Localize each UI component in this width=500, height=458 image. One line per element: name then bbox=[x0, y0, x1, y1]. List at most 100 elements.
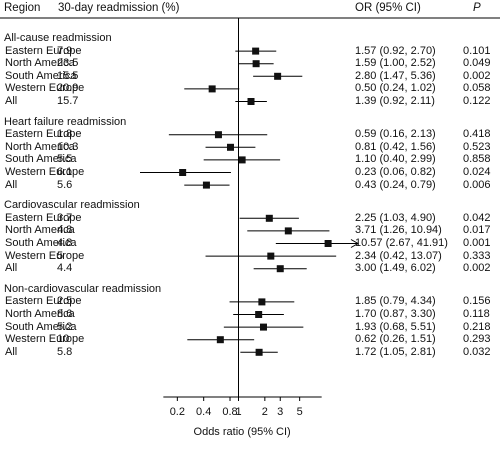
x-axis-label: Odds ratio (95% CI) bbox=[193, 426, 291, 438]
row-readmission-pct: 15.5 bbox=[57, 69, 79, 82]
row-or-ci: 1.57 (0.92, 2.70) bbox=[355, 44, 436, 57]
or-point bbox=[284, 227, 292, 235]
or-point bbox=[216, 336, 224, 344]
header-region: Region bbox=[4, 2, 41, 14]
row-region-label: Western Europe bbox=[5, 249, 85, 262]
row-region-label: Eastern Europe bbox=[5, 295, 82, 308]
row-or-ci: 0.50 (0.24, 1.02) bbox=[355, 82, 436, 95]
group-title: All-cause readmission bbox=[4, 32, 112, 44]
row-region-label: All bbox=[5, 178, 18, 191]
row-readmission-pct: 5 bbox=[57, 249, 64, 262]
row-readmission-pct: 1.8 bbox=[57, 128, 73, 141]
ci-arrow bbox=[350, 239, 360, 248]
row-or-ci: 0.59 (0.16, 2.13) bbox=[355, 128, 436, 141]
row-readmission-pct: 10.3 bbox=[57, 140, 79, 153]
or-point bbox=[259, 323, 267, 331]
row-p-value: 0.006 bbox=[463, 178, 491, 191]
row-p-value: 0.049 bbox=[463, 57, 491, 70]
row-p-value: 0.032 bbox=[463, 345, 491, 358]
or-point bbox=[238, 156, 246, 164]
row-or-ci: 3.71 (1.26, 10.94) bbox=[355, 224, 442, 237]
row-or-ci: 1.10 (0.40, 2.99) bbox=[355, 153, 436, 166]
x-tick-label: 2 bbox=[261, 406, 268, 418]
row-region-label: South America bbox=[5, 320, 77, 333]
or-point bbox=[202, 181, 210, 189]
row-region-label: South America bbox=[5, 69, 77, 82]
or-point bbox=[255, 348, 263, 356]
row-region-label: North America bbox=[5, 57, 75, 70]
row-p-value: 0.293 bbox=[463, 333, 491, 346]
or-point bbox=[258, 298, 266, 306]
row-or-ci: 1.85 (0.79, 4.34) bbox=[355, 295, 436, 308]
row-or-ci: 0.62 (0.26, 1.51) bbox=[355, 333, 436, 346]
row-readmission-pct: 7.9 bbox=[57, 44, 73, 57]
row-region-label: South America bbox=[5, 237, 77, 249]
or-point bbox=[265, 214, 273, 222]
row-or-ci: 1.93 (0.68, 5.51) bbox=[355, 320, 436, 333]
row-p-value: 0.042 bbox=[463, 211, 491, 224]
row-or-ci: 1.59 (1.00, 2.52) bbox=[355, 57, 436, 70]
row-readmission-pct: 4.8 bbox=[57, 237, 73, 249]
row-p-value: 0.156 bbox=[463, 295, 491, 308]
row-readmission-pct: 5.2 bbox=[57, 320, 73, 333]
row-p-value: 0.001 bbox=[463, 237, 491, 249]
header-p: P bbox=[473, 2, 481, 14]
row-readmission-pct: 23.5 bbox=[57, 57, 79, 70]
or-point bbox=[208, 85, 216, 93]
row-readmission-pct: 2.5 bbox=[57, 295, 73, 308]
row-readmission-pct: 5.5 bbox=[57, 153, 73, 166]
row-readmission-pct: 8.6 bbox=[57, 308, 73, 320]
row-p-value: 0.333 bbox=[463, 249, 491, 262]
row-region-label: South America bbox=[5, 153, 77, 166]
or-point bbox=[252, 60, 260, 68]
row-or-ci: 0.81 (0.42, 1.56) bbox=[355, 140, 436, 153]
row-p-value: 0.058 bbox=[463, 82, 491, 95]
or-point bbox=[252, 47, 260, 55]
header-readmission: 30-day readmission (%) bbox=[58, 2, 180, 14]
row-readmission-pct: 10 bbox=[57, 333, 70, 346]
row-or-ci: 2.80 (1.47, 5.36) bbox=[355, 69, 436, 82]
x-tick-label: 0.4 bbox=[196, 406, 212, 418]
row-p-value: 0.523 bbox=[463, 140, 491, 153]
row-or-ci: 3.00 (1.49, 6.02) bbox=[355, 262, 436, 275]
row-readmission-pct: 5.8 bbox=[57, 345, 73, 358]
or-point bbox=[267, 252, 275, 260]
or-point bbox=[276, 265, 284, 273]
row-or-ci: 2.25 (1.03, 4.90) bbox=[355, 211, 436, 224]
x-tick-label: 1 bbox=[235, 406, 242, 418]
x-tick-label: 5 bbox=[296, 406, 303, 418]
x-tick-label: 0.2 bbox=[169, 406, 185, 418]
header-or: OR (95% CI) bbox=[355, 2, 421, 14]
or-point bbox=[274, 72, 282, 80]
row-region-label: Eastern Europe bbox=[5, 211, 82, 224]
row-region-label: Eastern Europe bbox=[5, 128, 82, 141]
row-or-ci: 10.57 (2.67, 41.91) bbox=[355, 237, 448, 249]
row-region-label: North America bbox=[5, 224, 75, 237]
row-p-value: 0.418 bbox=[463, 128, 491, 141]
row-region-label: North America bbox=[5, 308, 75, 320]
or-point bbox=[226, 143, 234, 151]
row-or-ci: 2.34 (0.42, 13.07) bbox=[355, 249, 442, 262]
group-title: Heart failure readmission bbox=[4, 115, 127, 128]
row-or-ci: 0.23 (0.06, 0.82) bbox=[355, 166, 436, 178]
row-readmission-pct: 6.1 bbox=[57, 166, 73, 178]
row-p-value: 0.858 bbox=[463, 153, 491, 166]
x-tick-label: 0.8 bbox=[222, 406, 238, 418]
row-or-ci: 0.43 (0.24, 0.79) bbox=[355, 178, 436, 191]
row-region-label: All bbox=[5, 95, 18, 107]
or-point bbox=[324, 240, 332, 247]
group-title: Cardiovascular readmission bbox=[4, 199, 140, 212]
or-point bbox=[214, 131, 222, 139]
group-title: Non-cardiovascular readmission bbox=[4, 282, 162, 295]
row-readmission-pct: 4.8 bbox=[57, 224, 73, 237]
row-or-ci: 1.39 (0.92, 2.11) bbox=[355, 95, 435, 107]
row-region-label: Western Europe bbox=[5, 82, 85, 95]
x-tick-label: 3 bbox=[277, 406, 284, 418]
row-region-label: North America bbox=[5, 140, 75, 153]
row-p-value: 0.002 bbox=[463, 262, 491, 275]
or-point bbox=[179, 169, 187, 176]
row-readmission-pct: 3.7 bbox=[57, 211, 73, 224]
row-or-ci: 1.70 (0.87, 3.30) bbox=[355, 308, 436, 320]
row-p-value: 0.002 bbox=[463, 69, 491, 82]
